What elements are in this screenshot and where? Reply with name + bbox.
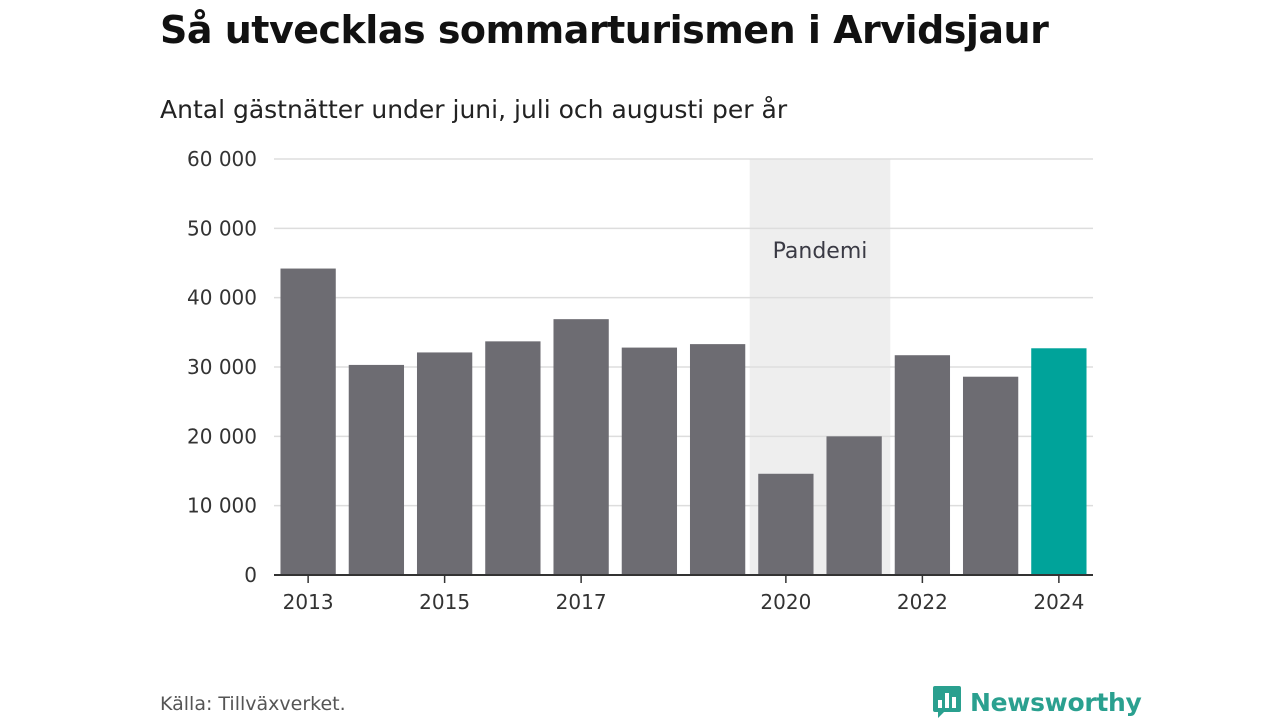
x-axis-ticks: 2013 2015 2017 2020 2022 2024 — [283, 575, 1084, 614]
bar-2019 — [689, 344, 746, 575]
source-note: Källa: Tillväxverket. — [160, 693, 346, 715]
y-tick-label: 30 000 — [187, 355, 257, 379]
y-axis-ticks: 0 10 000 20 000 30 000 40 000 50 000 60 000 — [187, 147, 257, 587]
y-tick-label: 50 000 — [187, 216, 257, 240]
x-tick-label: 2020 — [760, 590, 811, 614]
bar-2020 — [758, 473, 814, 575]
bar-2016 — [485, 341, 541, 575]
y-tick-label: 10 000 — [187, 494, 257, 518]
chart-title: Så utvecklas sommarturismen i Arvidsjaur — [160, 8, 1049, 52]
y-gridlines — [274, 158, 1093, 507]
chart-subtitle: Antal gästnätter under juni, juli och au… — [160, 95, 788, 124]
x-tick-label: 2022 — [897, 590, 948, 614]
newsworthy-logo-icon — [933, 686, 961, 718]
bar-2015 — [416, 352, 473, 575]
annotation-label: Pandemi — [773, 239, 868, 264]
brand-name: Newsworthy — [970, 687, 1142, 717]
bar-2018 — [621, 347, 678, 575]
y-tick-label: 0 — [244, 563, 257, 587]
y-tick-label: 20 000 — [187, 424, 257, 448]
x-tick-label: 2017 — [556, 590, 607, 614]
y-tick-label: 60 000 — [187, 147, 257, 171]
y-tick-label: 40 000 — [187, 286, 257, 310]
bar-2024 — [1031, 348, 1087, 575]
bar-2023 — [962, 376, 1019, 575]
x-tick-label: 2024 — [1033, 590, 1084, 614]
brand-logo: Newsworthy — [932, 684, 1142, 720]
bar-2013 — [280, 268, 336, 575]
bar-2021 — [826, 436, 882, 575]
x-tick-label: 2015 — [419, 590, 470, 614]
bars — [280, 268, 1087, 575]
bar-2022 — [894, 355, 951, 575]
x-tick-label: 2013 — [283, 590, 334, 614]
bar-2014 — [348, 364, 405, 575]
bar-2017 — [553, 319, 609, 575]
